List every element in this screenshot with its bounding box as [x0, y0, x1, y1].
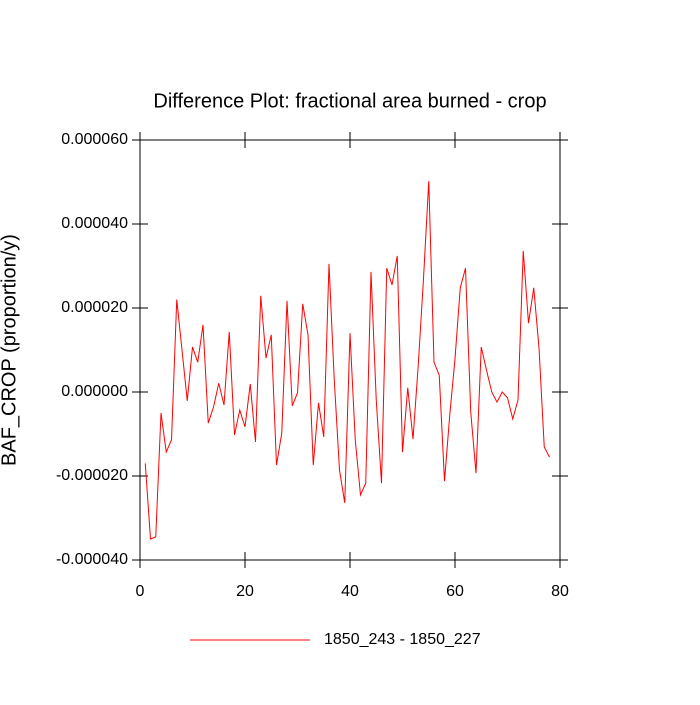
- y-tick-label: -0.000020: [56, 467, 128, 484]
- y-tick-label: 0.000020: [61, 299, 128, 316]
- x-tick-label: 0: [136, 583, 145, 600]
- legend-label: 1850_243 - 1850_227: [324, 631, 481, 648]
- y-tick-label: 0.000060: [61, 131, 128, 148]
- x-tick-label: 20: [236, 583, 254, 600]
- y-axis-label: BAF_CROP (proportion/y): [0, 234, 20, 466]
- data-line: [144, 181, 550, 540]
- x-tick-label: 40: [341, 583, 359, 600]
- chart-title: Difference Plot: fractional area burned …: [153, 90, 546, 112]
- y-tick-label: 0.000040: [61, 215, 128, 232]
- y-tick-label: 0.000000: [61, 383, 128, 400]
- x-tick-label: 80: [551, 583, 569, 600]
- plot-frame: [139, 139, 561, 561]
- y-tick-label: -0.000040: [56, 551, 128, 568]
- x-tick-label: 60: [446, 583, 464, 600]
